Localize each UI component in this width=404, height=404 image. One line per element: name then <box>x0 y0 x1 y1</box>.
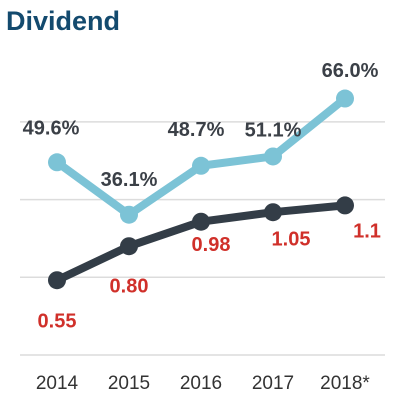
x-tick-label: 2018* <box>320 373 370 394</box>
point <box>48 153 66 172</box>
point <box>192 212 210 231</box>
value-label: 1.1 <box>353 221 381 243</box>
value-label: 36.1% <box>101 169 158 191</box>
point <box>264 203 282 222</box>
point <box>120 205 138 224</box>
x-tick-label: 2016 <box>180 373 222 394</box>
value-label: 49.6% <box>23 118 80 140</box>
x-tick-label: 2015 <box>108 373 150 394</box>
value-label: 0.98 <box>192 234 231 256</box>
x-tick-label: 2014 <box>36 373 79 394</box>
series-line <box>54 95 348 219</box>
point <box>336 89 354 108</box>
value-label: 51.1% <box>245 120 302 142</box>
value-label: 1.05 <box>272 228 311 250</box>
chart-title: Dividend <box>6 6 120 36</box>
x-tick-label: 2017 <box>252 373 294 394</box>
point <box>120 237 138 256</box>
point <box>264 147 282 166</box>
value-label: 48.7% <box>168 119 225 141</box>
value-label: 66.0% <box>322 60 379 82</box>
value-label: 0.55 <box>38 310 77 332</box>
point <box>192 156 210 175</box>
point <box>336 196 354 215</box>
value-label: 0.80 <box>110 275 149 297</box>
point <box>48 271 66 290</box>
